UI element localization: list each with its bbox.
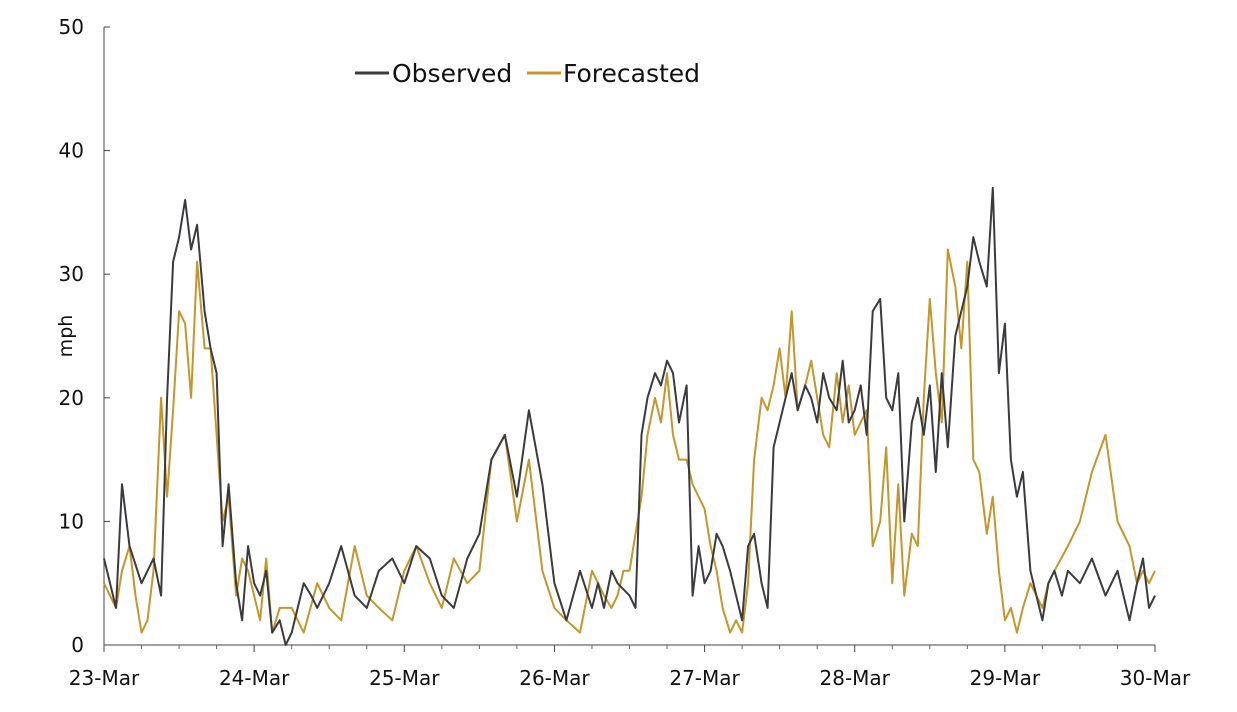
x-tick-label: 29-Mar [970,666,1041,690]
series-line-forecasted [103,248,1156,634]
y-tick-label: 30 [59,262,84,286]
x-tick-label: 30-Mar [1120,666,1191,690]
x-tick-label: 28-Mar [820,666,891,690]
y-tick-label: 0 [71,633,84,657]
legend-item-observed: Observed [355,59,512,88]
x-ticks: 23-Mar 24-Mar 25-Mar 26-Mar 27-Mar 28-Mar 29-M… [69,645,1191,690]
x-tick-label: 24-Mar [219,666,290,690]
series-group [103,186,1156,646]
x-tick-label: 27-Mar [669,666,740,690]
y-tick-label: 10 [59,509,84,533]
y-tick-label: 50 [59,15,84,39]
legend-item-forecasted: Forecasted [527,59,700,88]
legend-label-forecasted: Forecasted [563,59,700,88]
x-tick-label: 26-Mar [519,666,590,690]
x-tick-label: 25-Mar [369,666,440,690]
y-tick-label: 40 [59,139,84,163]
y-axis-title: mph [55,315,77,358]
y-ticks: 0 10 20 30 40 50 [59,15,110,657]
y-tick-label: 20 [59,386,84,410]
series-line-observed [103,186,1156,646]
legend: Observed Forecasted [355,59,700,88]
legend-label-observed: Observed [392,59,512,88]
x-tick-label: 23-Mar [69,666,140,690]
